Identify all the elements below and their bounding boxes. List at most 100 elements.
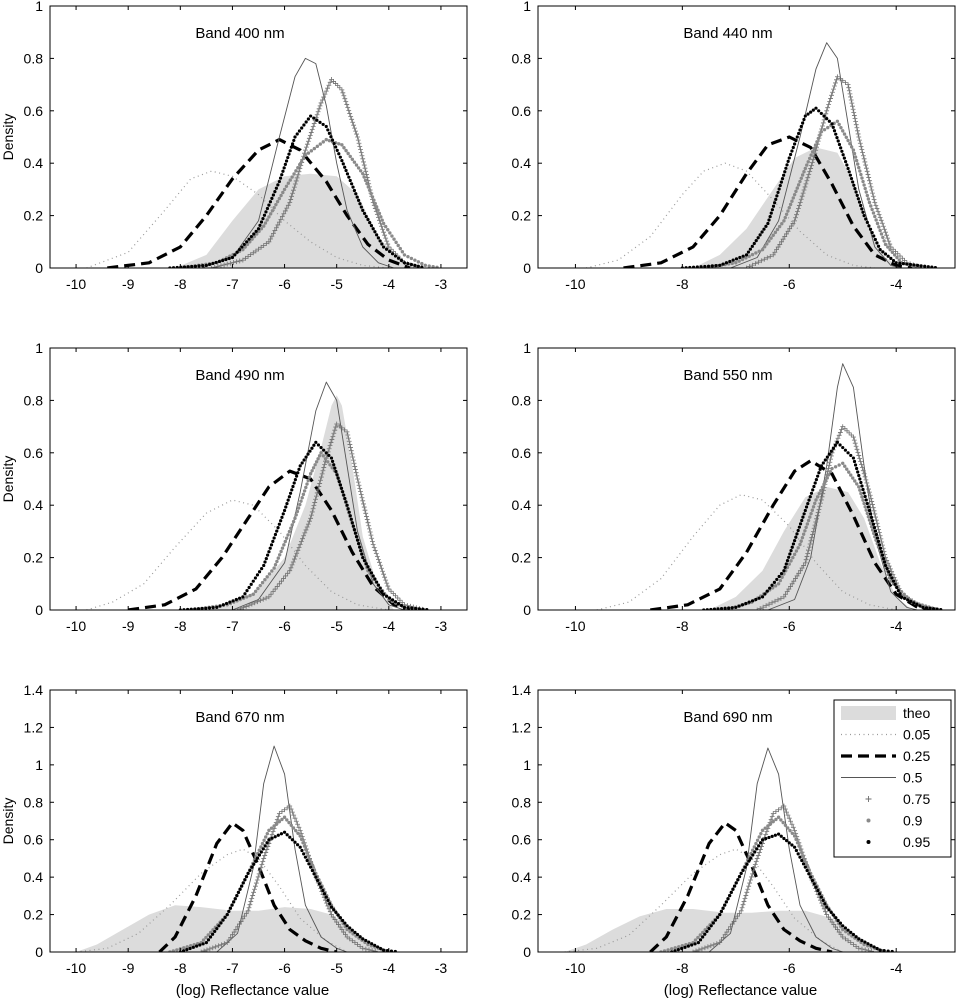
- grey-dot: [804, 861, 808, 865]
- y-tick-label: 0.6: [512, 445, 532, 461]
- black-dot: [800, 858, 804, 863]
- black-dot: [693, 942, 697, 946]
- black-dot: [355, 195, 359, 199]
- x-tick-label: -10: [66, 618, 86, 634]
- plus-marker: [731, 919, 737, 924]
- plus-marker: [804, 178, 810, 184]
- plus-marker: [851, 113, 857, 118]
- plus-marker: [702, 945, 708, 951]
- black-dot: [364, 562, 368, 566]
- plus-marker: [295, 547, 301, 553]
- y-tick-label: 0.4: [24, 155, 44, 171]
- black-dot: [339, 486, 344, 490]
- plus-marker: [339, 927, 345, 932]
- black-dot: [334, 469, 338, 474]
- plus-marker: [856, 453, 862, 458]
- black-dot: [249, 234, 253, 239]
- grey-dot: [423, 263, 427, 268]
- plus-marker: [795, 209, 800, 214]
- black-dot: [869, 943, 873, 947]
- plus-marker: [263, 595, 269, 601]
- black-dot: [878, 248, 882, 252]
- plus-marker: [865, 172, 871, 177]
- plus-marker: [811, 153, 817, 159]
- plus-marker: [263, 850, 269, 855]
- black-dot: [282, 508, 287, 513]
- plus-marker: [809, 159, 815, 165]
- plus-marker: [867, 181, 873, 187]
- grey-dot: [376, 208, 380, 212]
- plus-marker: [382, 574, 388, 580]
- plus-marker: [334, 919, 340, 925]
- plus-marker: [270, 589, 276, 595]
- black-dot: [756, 236, 760, 240]
- plus-marker: [351, 122, 357, 128]
- grey-dot: [248, 593, 252, 598]
- grey-dot: [693, 938, 698, 942]
- grey-dot: [754, 251, 758, 255]
- x-tick-label: -10: [66, 960, 86, 976]
- black-dot: [298, 845, 302, 849]
- legend-entry-q05: 0.05: [841, 727, 930, 743]
- black-dot: [825, 117, 829, 121]
- black-dot: [713, 918, 718, 922]
- plus-marker: [219, 942, 224, 948]
- black-dot: [773, 833, 777, 837]
- black-dot: [898, 592, 902, 596]
- y-tick-label: 0: [523, 602, 531, 618]
- grey-dot: [812, 146, 816, 151]
- plus-marker: [315, 109, 321, 115]
- black-dot: [789, 152, 793, 157]
- plus-marker: [350, 119, 356, 125]
- grey-dot: [400, 250, 405, 254]
- black-dot: [343, 921, 347, 925]
- plus-marker: [867, 178, 872, 184]
- black-dot: [268, 546, 272, 550]
- y-tick-label: 0: [35, 602, 43, 618]
- plus-marker: [287, 803, 293, 809]
- black-dot: [714, 264, 718, 268]
- plus-marker: [272, 586, 278, 592]
- plus-marker: [823, 909, 828, 915]
- plus-marker: [755, 259, 761, 265]
- black-dot: [919, 264, 923, 268]
- black-dot: [338, 155, 342, 159]
- black-dot: [276, 833, 280, 837]
- grey-dot: [295, 509, 300, 514]
- black-dot: [289, 145, 293, 149]
- y-tick-label: 1.4: [24, 682, 44, 698]
- grey-dot: [435, 265, 439, 268]
- plus-marker: [790, 824, 796, 830]
- grey-dot: [837, 122, 841, 127]
- black-dot: [266, 553, 270, 557]
- plus-marker: [772, 249, 778, 255]
- plus-marker: [827, 917, 833, 922]
- black-dot: [912, 601, 916, 605]
- plus-marker: [875, 209, 881, 214]
- plus-marker: [798, 196, 804, 202]
- plus-marker: [867, 492, 873, 498]
- plus-marker: [353, 128, 358, 134]
- plus-marker: [851, 109, 857, 115]
- black-dot: [175, 265, 179, 268]
- plus-marker: [799, 565, 805, 571]
- grey-dot: [308, 472, 313, 476]
- black-dot: [207, 606, 212, 610]
- grey-dot: [294, 169, 298, 173]
- plus-marker: [333, 81, 339, 86]
- plus-marker: [763, 832, 769, 837]
- x-tick-label: -4: [383, 960, 396, 976]
- black-dot: [891, 579, 896, 583]
- black-dot: [312, 872, 316, 876]
- black-dot: [271, 539, 275, 543]
- black-dot: [838, 443, 842, 447]
- x-tick-label: -8: [676, 276, 689, 292]
- plus-marker: [853, 443, 859, 449]
- grey-dot: [416, 260, 421, 264]
- y-tick-label: 0.2: [24, 208, 44, 224]
- plus-marker: [243, 255, 248, 261]
- grey-dot: [252, 234, 257, 239]
- black-dot: [851, 932, 856, 937]
- plus-marker: [346, 108, 352, 113]
